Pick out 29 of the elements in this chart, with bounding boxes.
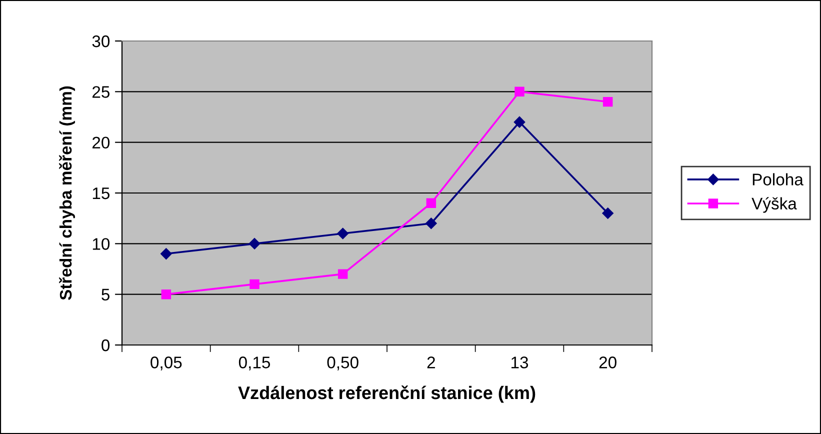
y-tick-label: 25 <box>92 86 110 98</box>
y-tick-label: 20 <box>92 136 110 149</box>
legend-label: Výška <box>752 197 797 213</box>
x-tick-label: 0,50 <box>327 356 358 370</box>
x-tick-label: 2 <box>427 356 435 368</box>
point <box>250 279 260 290</box>
point <box>426 198 436 208</box>
legend-label: Poloha <box>752 173 804 186</box>
point <box>514 116 526 128</box>
point <box>160 248 172 260</box>
point <box>248 238 260 250</box>
x-axis-title: Vzdálenost referenční stanice (km) <box>238 386 536 403</box>
y-tick-label: 10 <box>92 238 110 250</box>
point <box>602 96 613 107</box>
y-axis-title: Střední chyba měření (mm) <box>59 86 75 300</box>
y-tick-label: 5 <box>102 288 110 301</box>
x-tick-label: 20 <box>599 356 616 368</box>
x-tick-label: 0,05 <box>150 356 182 370</box>
point <box>337 228 348 240</box>
y-tick-label: 0 <box>102 339 110 352</box>
y-tick-label: 15 <box>92 188 110 200</box>
point <box>602 208 614 219</box>
x-tick-label: 13 <box>512 356 528 368</box>
point <box>161 289 172 300</box>
point <box>338 269 348 279</box>
point <box>426 218 437 230</box>
y-tick-label: 30 <box>92 35 110 48</box>
x-tick-label: 0,15 <box>238 356 270 370</box>
point <box>514 86 524 97</box>
